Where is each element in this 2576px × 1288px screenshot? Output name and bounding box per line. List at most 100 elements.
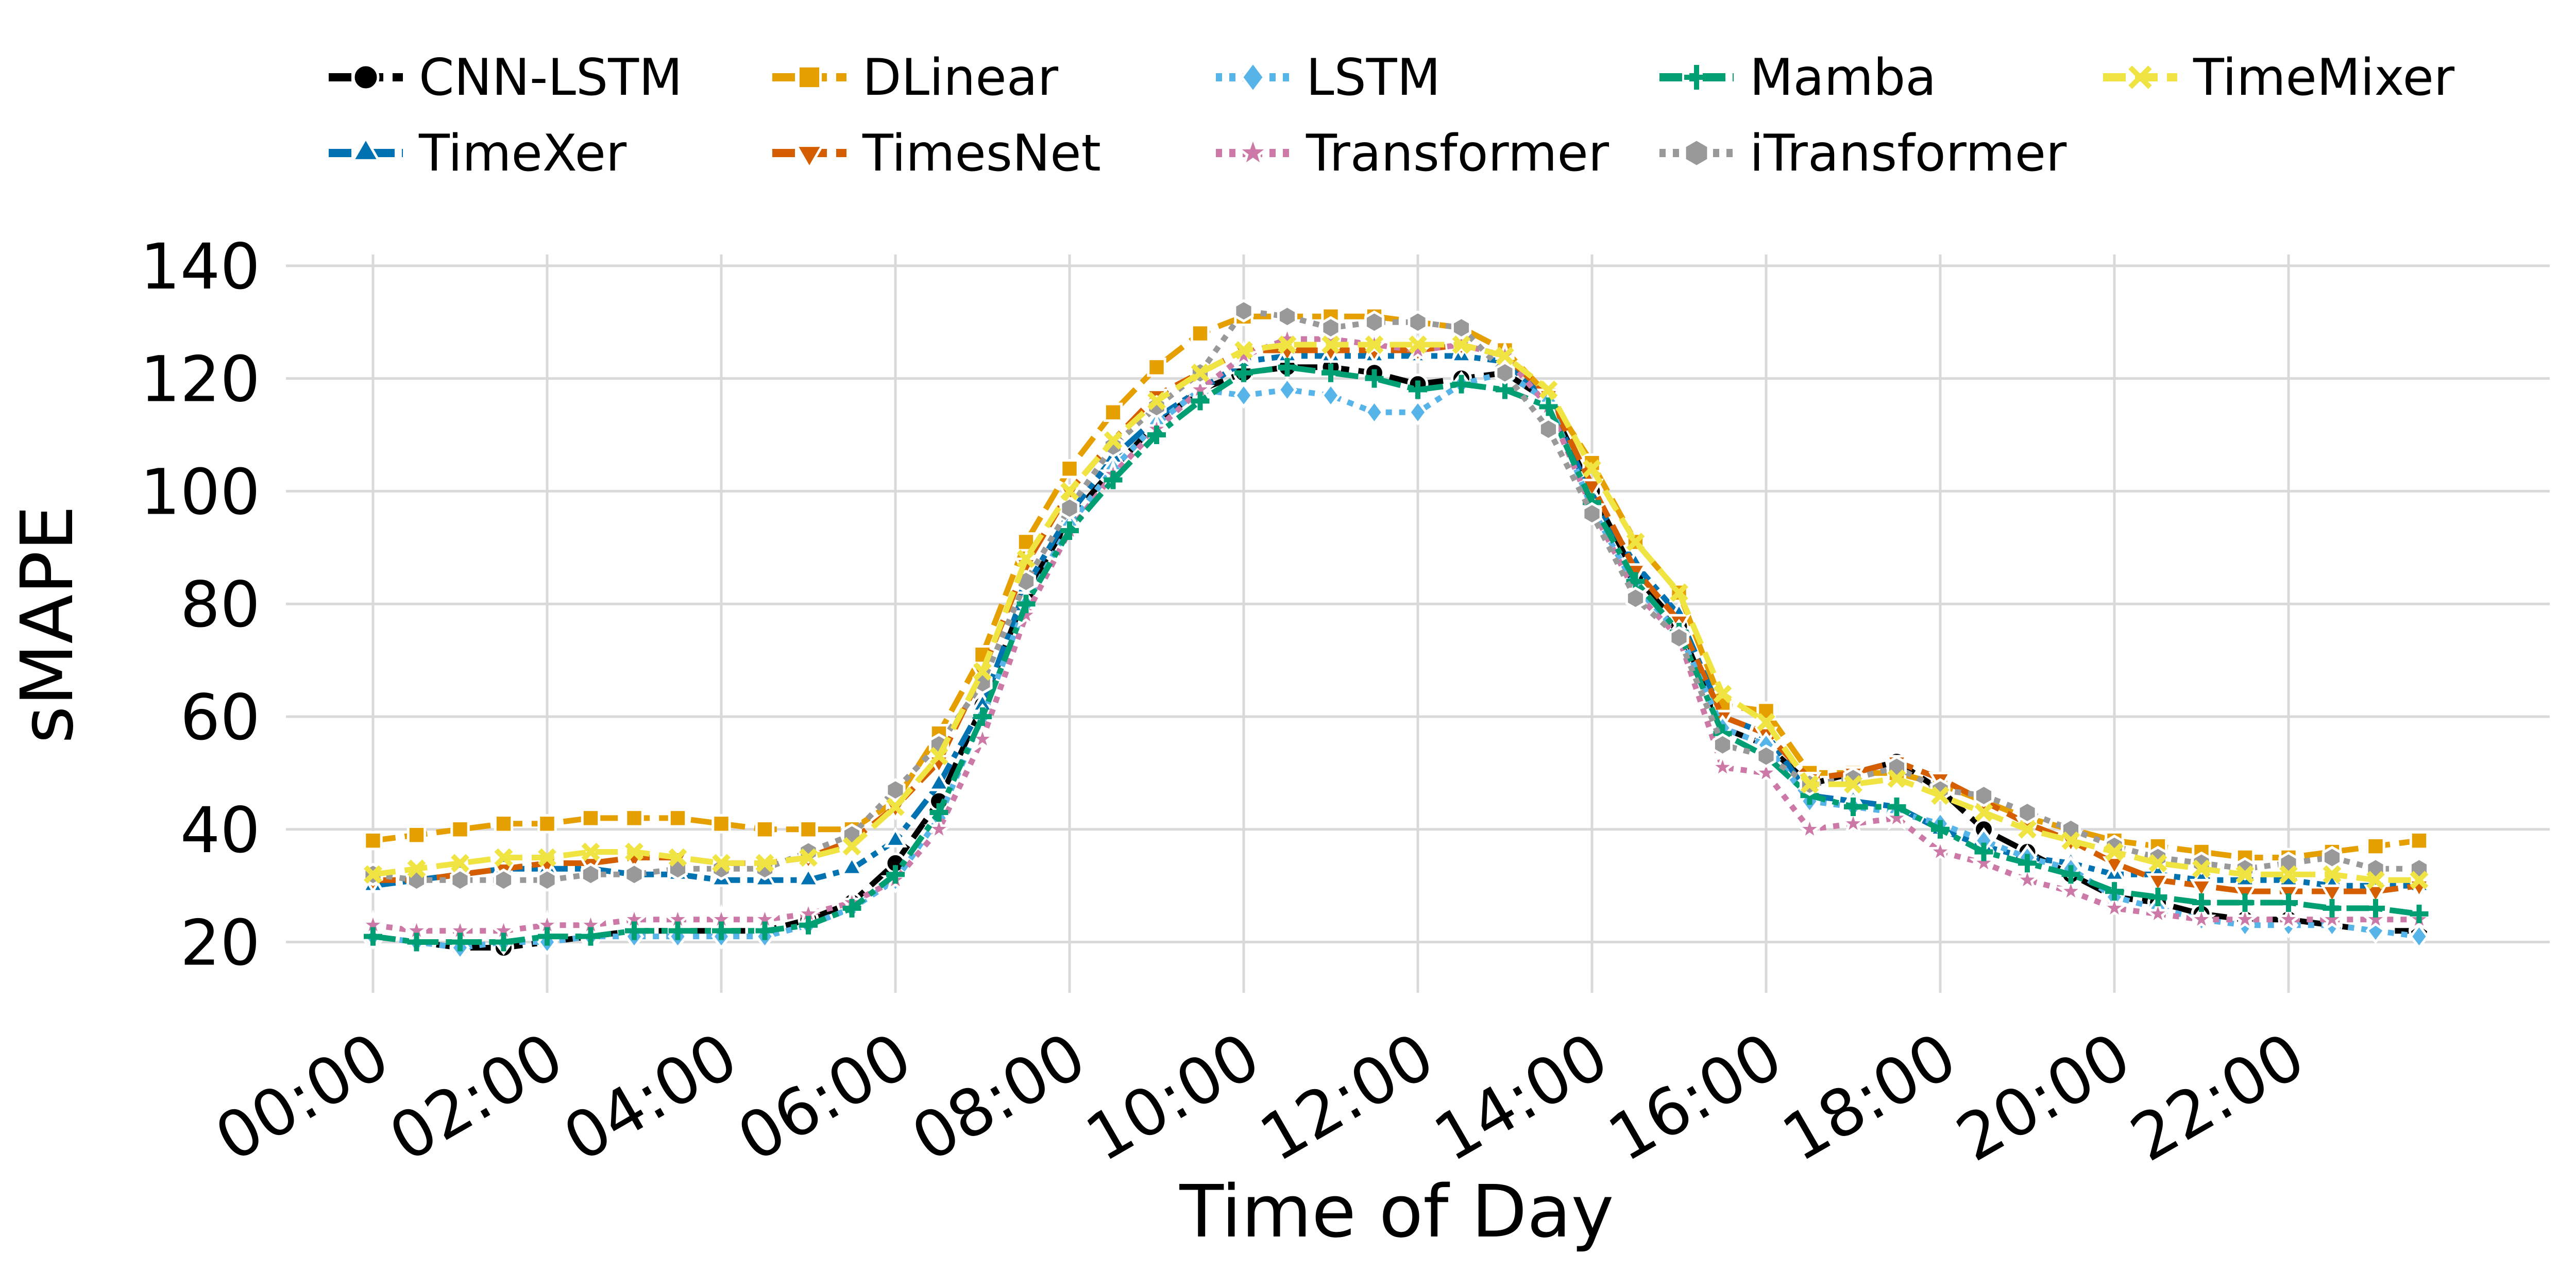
marker: [581, 808, 601, 828]
marker: [407, 859, 426, 878]
marker: [1626, 532, 1645, 551]
marker: [973, 707, 992, 726]
marker: [796, 866, 821, 887]
marker: [2279, 893, 2298, 912]
marker: [406, 825, 427, 845]
marker: [625, 921, 643, 940]
marker: [1234, 363, 1253, 382]
y-tick-label: 100: [140, 455, 260, 529]
legend-marker: [1240, 60, 1266, 94]
marker: [581, 927, 600, 946]
marker: [755, 921, 774, 940]
marker: [2105, 882, 2124, 901]
marker: [451, 854, 469, 873]
marker: [886, 865, 905, 884]
marker: [1060, 459, 1079, 479]
marker: [1925, 836, 1955, 865]
marker: [1931, 786, 1950, 805]
x-tick-label: 20:00: [1945, 1019, 2143, 1176]
marker: [927, 770, 951, 791]
y-axis-label: sMAPE: [6, 505, 90, 743]
marker: [580, 862, 601, 886]
series-line: [372, 308, 2419, 883]
marker: [2235, 865, 2255, 884]
marker: [624, 862, 645, 886]
marker: [1974, 803, 1993, 822]
marker: [1844, 798, 1862, 817]
marker: [1844, 775, 1862, 794]
marker: [1707, 752, 1738, 780]
marker: [2274, 904, 2303, 933]
marker: [2192, 893, 2211, 912]
marker: [1751, 757, 1781, 786]
marker: [1103, 402, 1123, 422]
marker: [2192, 859, 2211, 878]
marker: [2321, 845, 2343, 870]
marker: [799, 848, 818, 867]
marker: [2366, 836, 2385, 856]
marker: [1190, 324, 1210, 343]
y-tick-label: 80: [180, 568, 260, 641]
marker: [2230, 904, 2260, 933]
marker: [1887, 798, 1906, 817]
marker: [407, 933, 426, 952]
x-tick-label: 16:00: [1597, 1019, 1794, 1176]
x-tick-label: 10:00: [1074, 1019, 1272, 1176]
marker: [1756, 744, 1776, 768]
marker: [1838, 808, 1868, 837]
marker: [1408, 399, 1428, 426]
axes: 20 40 60 80 100 120 140 00:0002:0004:0006:0008:…: [140, 230, 2317, 1176]
marker: [1104, 431, 1123, 450]
x-tick-label: 12:00: [1248, 1019, 1446, 1176]
marker: [1233, 382, 1254, 409]
marker: [668, 848, 687, 867]
marker: [1451, 316, 1472, 340]
marker: [1713, 685, 1732, 704]
marker: [929, 803, 948, 822]
x-tick-label: 06:00: [726, 1019, 924, 1176]
marker: [2361, 904, 2391, 933]
marker: [1539, 380, 1558, 399]
marker: [1320, 382, 1341, 409]
marker: [2012, 865, 2042, 893]
marker: [1059, 496, 1080, 520]
series-line: [372, 364, 2420, 945]
legend-label: TimeXer: [418, 124, 627, 183]
marker: [1147, 392, 1166, 411]
y-tick-label: 40: [180, 794, 260, 867]
marker: [1104, 470, 1123, 489]
marker: [1278, 358, 1297, 377]
marker: [1191, 392, 1210, 411]
marker: [1147, 426, 1166, 445]
marker: [668, 808, 688, 828]
marker: [624, 808, 644, 828]
marker: [494, 848, 513, 867]
y-tick-label: 120: [140, 343, 260, 416]
marker: [799, 916, 818, 935]
marker: [2056, 876, 2086, 904]
legend-marker: [350, 135, 381, 162]
legend-label: DLinear: [862, 48, 1059, 107]
marker: [1321, 363, 1340, 382]
marker: [1409, 335, 1427, 354]
marker: [1321, 335, 1340, 354]
marker: [2409, 831, 2429, 851]
marker: [2323, 899, 2342, 918]
legend-marker: [1683, 138, 1710, 168]
marker: [1364, 310, 1385, 334]
plot-area: [358, 299, 2434, 961]
marker: [1011, 600, 1041, 628]
marker: [2317, 904, 2347, 933]
marker: [2320, 884, 2344, 905]
marker: [1794, 814, 1825, 842]
marker: [1887, 769, 1906, 788]
marker: [1452, 375, 1471, 394]
x-tick-label: 00:00: [204, 1019, 401, 1176]
x-tick-label: 04:00: [552, 1019, 750, 1176]
legend-label: LSTM: [1306, 48, 1440, 107]
y-tick-label: 60: [180, 681, 260, 754]
x-tick-label: 02:00: [378, 1019, 575, 1176]
legend-marker: [796, 64, 822, 90]
y-tick-label: 140: [140, 230, 260, 303]
marker: [2017, 801, 2038, 824]
